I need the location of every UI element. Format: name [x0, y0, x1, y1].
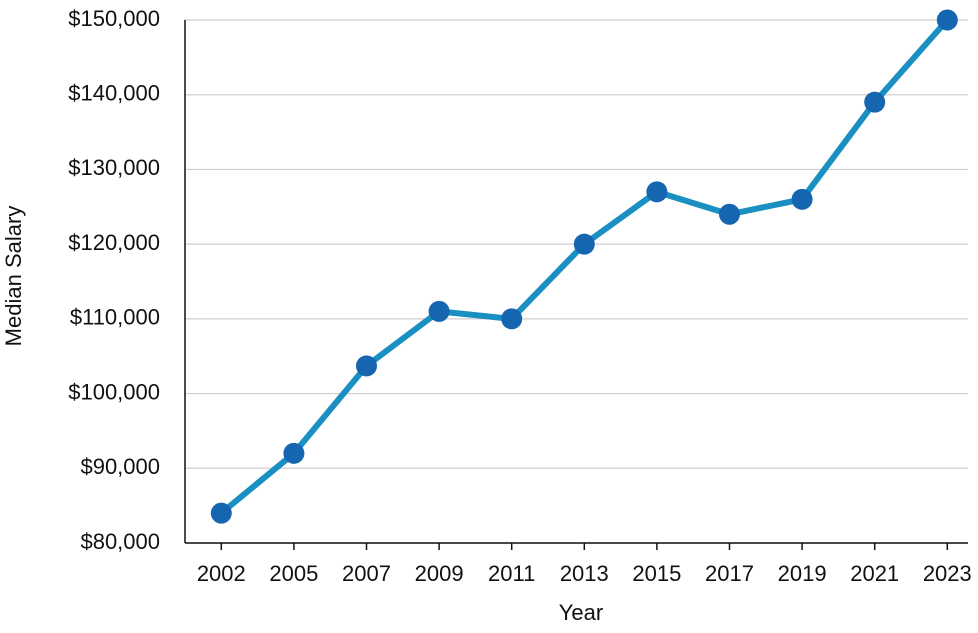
- data-point: [501, 308, 523, 330]
- x-tick-label: 2011: [488, 561, 535, 586]
- y-tick-label: $150,000: [68, 6, 160, 31]
- x-tick-label: 2007: [342, 561, 391, 586]
- x-axis-label: Year: [559, 600, 603, 625]
- y-axis-label: Median Salary: [1, 206, 26, 347]
- y-tick-label: $130,000: [68, 155, 160, 180]
- x-tick-label: 2015: [632, 561, 681, 586]
- x-tick-label: 2023: [923, 561, 972, 586]
- y-tick-label: $90,000: [80, 454, 160, 479]
- series-line: [219, 18, 950, 516]
- y-tick-label: $120,000: [68, 230, 160, 255]
- data-point: [210, 502, 232, 524]
- data-point: [791, 188, 813, 210]
- data-point: [356, 355, 377, 377]
- x-tick-label: 2009: [415, 561, 464, 586]
- x-tick-label: 2013: [560, 561, 609, 586]
- x-tick-label: 2005: [269, 561, 318, 586]
- data-point: [719, 203, 740, 225]
- x-tick-label: 2021: [850, 561, 899, 586]
- y-tick-label: $80,000: [80, 529, 160, 554]
- y-tick-label: $110,000: [70, 305, 160, 330]
- x-tick-label: 2019: [778, 561, 827, 586]
- y-tick-label: $100,000: [68, 379, 160, 404]
- data-point: [428, 300, 450, 322]
- data-point: [646, 181, 668, 203]
- data-point: [864, 91, 886, 113]
- data-point: [283, 442, 305, 464]
- data-point: [573, 233, 595, 255]
- data-point: [936, 9, 958, 31]
- x-tick-label: 2017: [705, 561, 754, 586]
- y-tick-label: $140,000: [68, 81, 160, 106]
- x-tick-label: 2002: [197, 561, 246, 586]
